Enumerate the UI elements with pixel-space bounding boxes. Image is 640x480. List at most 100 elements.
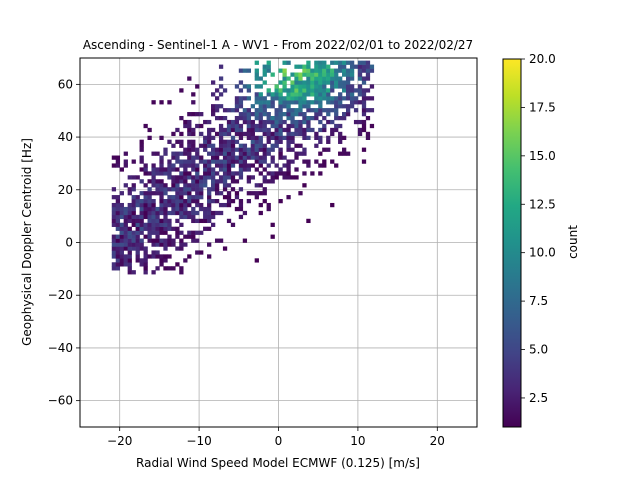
heatmap-cell — [179, 171, 184, 176]
heatmap-cell — [310, 100, 315, 105]
heatmap-cell — [274, 127, 279, 133]
heatmap-cell — [163, 258, 168, 263]
heatmap-cell — [123, 254, 128, 259]
heatmap-cell — [230, 171, 236, 176]
heatmap-cell — [230, 143, 236, 148]
heatmap-cell — [238, 171, 244, 176]
heatmap-cell — [147, 171, 152, 176]
heatmap-cell — [167, 218, 172, 224]
heatmap-cell — [179, 222, 184, 227]
heatmap-cell — [127, 191, 132, 196]
heatmap-cell — [218, 163, 224, 168]
heatmap-cell — [123, 246, 128, 251]
y-tick-label: 60 — [58, 77, 73, 91]
heatmap-cell — [342, 88, 347, 93]
heatmap-cell — [211, 187, 216, 192]
heatmap-cell — [163, 242, 168, 247]
heatmap-cell — [151, 226, 156, 231]
heatmap-cell — [262, 199, 267, 204]
heatmap-cell — [369, 84, 375, 89]
heatmap-cell — [302, 112, 307, 117]
heatmap-cell — [111, 238, 117, 243]
heatmap-cell — [179, 159, 184, 164]
heatmap-cell — [159, 179, 164, 184]
heatmap-cell — [314, 159, 319, 164]
heatmap-cell — [214, 115, 220, 121]
heatmap-cell — [306, 123, 311, 129]
heatmap-cell — [290, 84, 295, 89]
heatmap-cell — [310, 76, 315, 81]
heatmap-cell — [139, 258, 144, 263]
heatmap-cell — [238, 135, 244, 140]
heatmap-cell — [302, 131, 307, 137]
heatmap-cell — [211, 222, 216, 227]
heatmap-cell — [306, 80, 311, 85]
heatmap-cell — [115, 199, 120, 204]
heatmap-cell — [326, 72, 331, 77]
heatmap-cell — [266, 206, 271, 212]
heatmap-cell — [226, 163, 232, 168]
heatmap-cell — [203, 175, 208, 180]
heatmap-cell — [155, 167, 160, 172]
heatmap-cell — [298, 108, 303, 113]
heatmap-cell — [310, 108, 315, 113]
heatmap-cell — [127, 270, 132, 275]
heatmap-cell — [286, 143, 291, 148]
heatmap-cell — [226, 175, 232, 180]
x-tick-label: 0 — [275, 434, 283, 448]
heatmap-cell — [179, 270, 184, 275]
heatmap-cell — [294, 108, 299, 113]
heatmap-cell — [250, 123, 255, 129]
heatmap-cell — [147, 191, 152, 196]
heatmap-cell — [151, 238, 156, 243]
heatmap-cell — [214, 210, 220, 216]
heatmap-cell — [266, 139, 271, 144]
heatmap-cell — [159, 258, 164, 263]
heatmap-cell — [322, 64, 327, 69]
heatmap-cell — [357, 68, 363, 73]
heatmap-cell — [111, 254, 117, 259]
heatmap-cell — [226, 167, 232, 172]
heatmap-cell — [246, 179, 252, 184]
heatmap-cell — [167, 187, 172, 192]
heatmap-cell — [274, 135, 279, 140]
heatmap-cell — [278, 171, 283, 176]
heatmap-cell — [274, 131, 279, 137]
heatmap-cell — [361, 108, 367, 113]
heatmap-cell — [282, 163, 287, 168]
heatmap-cell — [242, 238, 248, 243]
heatmap-cell — [195, 171, 200, 176]
heatmap-cell — [222, 159, 228, 164]
heatmap-cell — [234, 147, 240, 152]
heatmap-cell — [203, 226, 208, 231]
heatmap-cell — [246, 123, 252, 129]
heatmap-cell — [214, 151, 220, 156]
heatmap-cell — [119, 206, 124, 212]
heatmap-cell — [349, 72, 355, 77]
heatmap-cell — [306, 159, 311, 164]
heatmap-cell — [246, 84, 252, 89]
heatmap-cell — [266, 135, 271, 140]
heatmap-cell — [211, 175, 216, 180]
heatmap-cell — [127, 234, 132, 239]
heatmap-cell — [203, 206, 208, 212]
heatmap-cell — [151, 179, 156, 184]
heatmap-cell — [218, 210, 224, 216]
heatmap-cell — [171, 155, 176, 160]
heatmap-cell — [159, 254, 164, 259]
heatmap-cell — [349, 88, 355, 93]
heatmap-cell — [278, 88, 283, 93]
heatmap-cell — [294, 119, 299, 125]
heatmap-cell — [230, 179, 236, 184]
heatmap-cell — [147, 206, 152, 212]
heatmap-cell — [278, 112, 283, 117]
heatmap-cell — [278, 131, 283, 137]
heatmap-cell — [254, 151, 259, 156]
heatmap-cell — [238, 199, 244, 204]
heatmap-cell — [151, 151, 156, 156]
heatmap-cell — [127, 266, 132, 271]
heatmap-cell — [290, 108, 295, 113]
heatmap-cell — [143, 206, 148, 212]
heatmap-cell — [115, 202, 120, 208]
heatmap-cell — [131, 202, 136, 208]
